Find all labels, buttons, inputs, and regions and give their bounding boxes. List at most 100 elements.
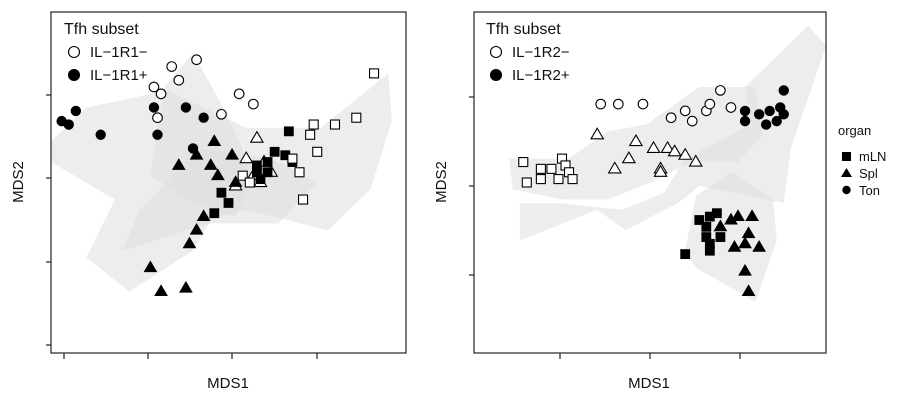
data-point-circle-open (725, 102, 737, 113)
data-point-triangle-open (607, 161, 622, 174)
data-point-triangle-open (688, 154, 703, 167)
organ-legend-label: Spl (859, 166, 878, 181)
data-point-square-open (244, 177, 255, 188)
data-point-circle-open (148, 81, 160, 93)
data-point-square-open (312, 146, 323, 157)
data-point-square-open (535, 174, 546, 185)
data-point-circle-open (155, 88, 167, 100)
data-point-triangle-filled (713, 219, 728, 232)
data-point-circle-open (216, 108, 227, 120)
legend-title: Tfh subset (64, 21, 139, 38)
data-point-circle-filled (148, 102, 160, 113)
x-ticks (559, 353, 741, 359)
data-point-triangle-filled (179, 280, 193, 293)
data-point-square-open (297, 194, 309, 205)
data-point-triangle-filled (154, 284, 168, 297)
data-point-square-filled (701, 221, 712, 232)
data-point-triangle-filled (207, 134, 222, 147)
legend-label: IL−1R1+ (90, 67, 148, 84)
legend-symbol-open (489, 45, 503, 59)
data-point-square-open (287, 153, 298, 164)
data-point-square-open (518, 156, 529, 168)
data-point-circle-filled (753, 109, 765, 120)
data-point-triangle-open (590, 127, 605, 140)
data-point-circle-filled (760, 119, 772, 130)
data-point-triangle-filled (738, 236, 752, 249)
data-point-triangle-filled (724, 212, 738, 225)
data-point-square-filled (283, 126, 294, 137)
data-point-square-filled (209, 208, 220, 219)
data-point-circle-filled (180, 102, 192, 113)
data-point-circle-open (173, 74, 185, 86)
data-point-square-filled (223, 198, 234, 208)
organ-legend-label: mLN (859, 149, 886, 164)
data-point-triangle-filled (741, 284, 756, 297)
data-point-triangle-filled (210, 168, 225, 181)
organ-legend: organ mLN Spl Ton (838, 123, 886, 198)
point-group (56, 54, 380, 297)
x-axis-label: MDS1 (207, 375, 249, 392)
data-point-square-filled (715, 232, 726, 242)
data-point-triangle-open (667, 144, 682, 157)
data-point-square-open (305, 129, 316, 140)
data-point-triangle-filled (745, 209, 759, 222)
data-point-square-filled (251, 167, 262, 178)
y-axis-label: MDS2 (10, 161, 27, 203)
data-point-triangle-open (239, 151, 254, 164)
data-point-triangle-open (646, 140, 661, 153)
data-point-circle-filled (63, 119, 74, 130)
data-point-circle-open (665, 112, 677, 124)
data-point-triangle-filled (727, 239, 742, 252)
organ-legend-label: Ton (859, 183, 880, 198)
data-point-square-open (535, 163, 546, 174)
data-point-square-open (368, 68, 380, 79)
data-point-triangle-open (678, 147, 693, 160)
data-point-square-filled (262, 157, 273, 167)
legend-label: IL−1R2+ (512, 67, 570, 84)
y-ticks (469, 96, 474, 276)
x-ticks (63, 353, 318, 359)
legend-symbol-open (67, 45, 81, 59)
plot-frame (50, 11, 407, 354)
data-point-square-filled (269, 146, 280, 157)
data-point-square-open (567, 174, 578, 185)
legend-symbol-filled (67, 68, 81, 82)
data-point-circle-filled (70, 105, 82, 117)
data-point-triangle-open (621, 151, 637, 164)
data-point-square-filled (694, 215, 705, 225)
panel-left: Tfh subset IL−1R1− IL−1R1+ MDS1 MDS2 (10, 11, 407, 392)
data-point-circle-open (595, 98, 607, 110)
data-point-triangle-filled (189, 222, 204, 235)
data-point-triangle-filled (752, 239, 766, 252)
data-point-triangle-filled (731, 209, 745, 222)
data-point-triangle-filled (741, 226, 756, 239)
data-point-circle-open (191, 54, 202, 66)
organ-legend-square-symbol (842, 152, 851, 161)
data-point-triangle-filled (182, 236, 197, 249)
data-point-triangle-open (660, 140, 675, 153)
data-point-circle-open (637, 98, 649, 110)
data-point-triangle-open (628, 133, 644, 147)
hull-region (685, 172, 777, 302)
y-ticks (46, 94, 51, 346)
data-point-square-open (546, 163, 557, 174)
data-point-circle-open (679, 105, 691, 117)
y-axis-label: MDS2 (433, 161, 450, 203)
data-point-circle-filled (771, 115, 782, 127)
data-point-circle-open (704, 98, 716, 110)
legend-symbol-filled (489, 68, 503, 82)
data-point-square-filled (704, 211, 715, 222)
data-point-square-open (521, 177, 532, 188)
data-point-circle-filled (764, 105, 775, 117)
hull-group (51, 52, 392, 292)
data-point-circle-open (152, 112, 163, 124)
data-point-triangle-filled (171, 158, 186, 170)
data-point-square-filled (680, 249, 691, 260)
data-point-triangle-filled (196, 209, 211, 222)
panel-right: Tfh subset IL−1R2− IL−1R2+ MDS1 MDS2 (433, 11, 827, 392)
data-point-square-open (351, 112, 362, 123)
legend-label: IL−1R1− (90, 44, 148, 61)
point-group (518, 85, 789, 297)
data-point-circle-filled (739, 115, 751, 127)
